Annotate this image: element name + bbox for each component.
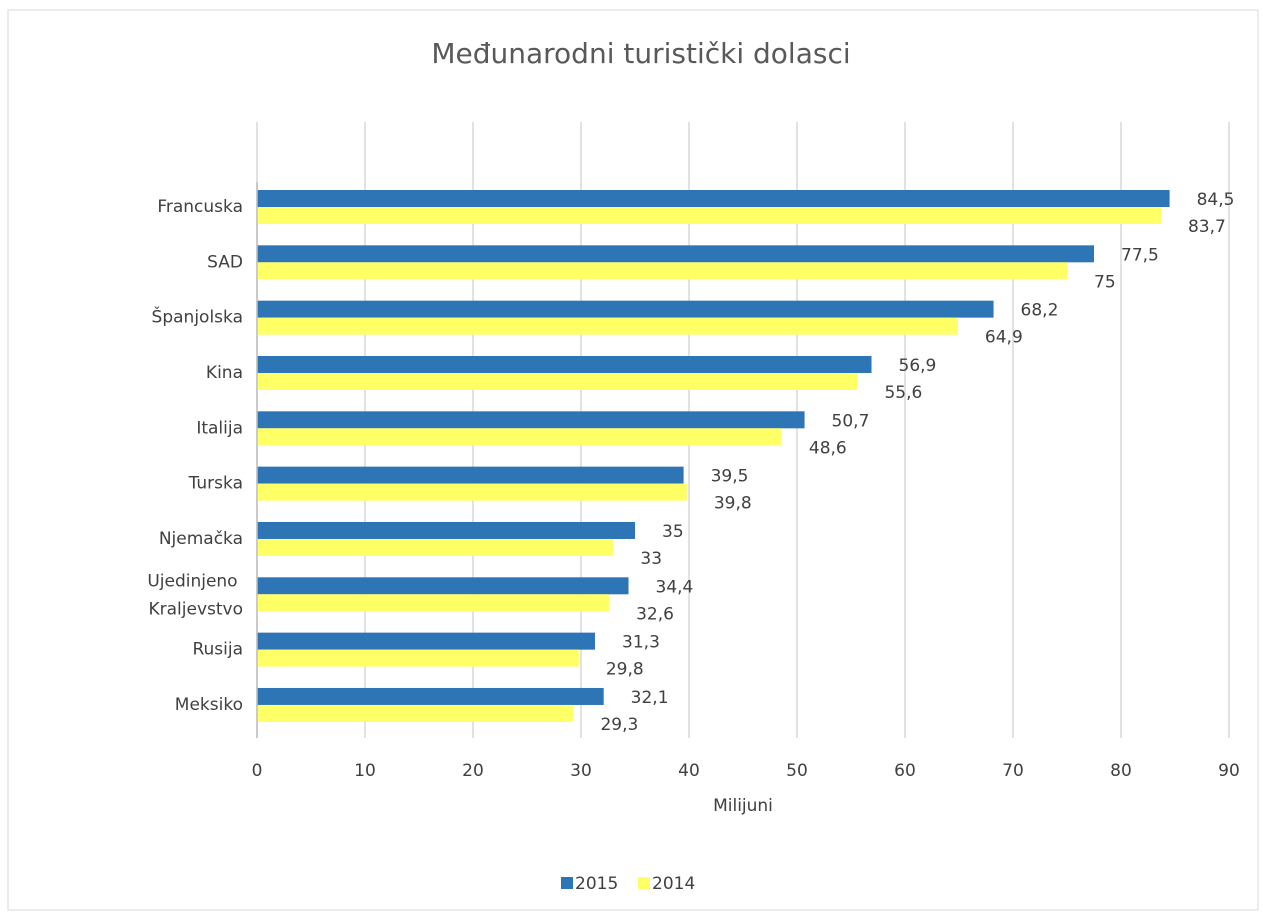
- chart-border: [7, 9, 1259, 911]
- data-label: 68,2: [1021, 301, 1059, 321]
- y-tick-label: Njemačka: [159, 529, 243, 549]
- bar: [257, 483, 687, 501]
- data-label: 50,7: [832, 411, 870, 431]
- x-tick-label: 10: [354, 761, 376, 781]
- y-tick-label: Francuska: [157, 197, 243, 217]
- data-label: 34,4: [656, 577, 694, 597]
- y-tick-label: Italija: [196, 418, 243, 438]
- legend-label: 2014: [652, 874, 695, 894]
- data-label: 83,7: [1188, 217, 1226, 237]
- x-tick-label: 20: [462, 761, 484, 781]
- x-tick-label: 70: [1002, 761, 1024, 781]
- legend-label: 2015: [575, 874, 618, 894]
- bar: [257, 466, 684, 484]
- data-label: 35: [662, 522, 684, 542]
- x-tick-label: 50: [786, 761, 808, 781]
- bar: [257, 372, 858, 390]
- data-label: 64,9: [985, 328, 1023, 348]
- bar: [257, 538, 614, 556]
- bar: [257, 355, 872, 373]
- y-tick-label: SAD: [207, 252, 243, 272]
- y-tick-label: Ujedinjeno Kraljevstvo: [147, 571, 243, 619]
- label-line: Ujedinjeno: [147, 571, 243, 591]
- x-axis-title: Milijuni: [713, 796, 773, 816]
- label-line: Kraljevstvo: [148, 599, 243, 619]
- y-tick-label: Turska: [188, 474, 243, 494]
- y-tick-label: Rusija: [192, 640, 243, 660]
- bar: [257, 411, 805, 429]
- y-tick-label: Meksiko: [175, 695, 243, 715]
- data-label: 77,5: [1121, 245, 1159, 265]
- bar: [257, 262, 1067, 280]
- data-label: 55,6: [884, 383, 922, 403]
- bar: [257, 577, 629, 595]
- data-label: 31,3: [622, 633, 660, 653]
- data-label: 48,6: [809, 438, 847, 458]
- bar: [257, 190, 1170, 207]
- bar: [257, 245, 1094, 263]
- legend-swatch: [638, 877, 650, 889]
- bar: [257, 704, 574, 722]
- legend-swatch: [561, 877, 573, 889]
- x-tick-label: 0: [252, 761, 263, 781]
- bar: [257, 649, 579, 667]
- bar: [257, 594, 610, 612]
- data-label: 33: [640, 549, 662, 569]
- bar: [257, 317, 958, 335]
- data-label: 75: [1094, 272, 1116, 292]
- x-tick-label: 30: [570, 761, 592, 781]
- x-tick-label: 60: [894, 761, 916, 781]
- x-tick-label: 40: [678, 761, 700, 781]
- bar: [257, 687, 604, 705]
- data-label: 32,6: [636, 604, 674, 624]
- data-label: 29,8: [606, 660, 644, 680]
- bar: [257, 300, 994, 318]
- bar: [257, 521, 635, 539]
- chart-title: Međunarodni turistički dolasci: [431, 37, 850, 70]
- bar: [257, 207, 1161, 224]
- bar: [257, 428, 782, 446]
- bar: [257, 632, 596, 650]
- data-label: 32,1: [631, 688, 669, 708]
- x-tick-label: 90: [1218, 761, 1240, 781]
- y-tick-label: Kina: [206, 363, 243, 383]
- data-label: 39,5: [711, 467, 749, 487]
- data-label: 84,5: [1197, 190, 1235, 210]
- data-label: 56,9: [899, 356, 937, 376]
- data-label: 39,8: [714, 494, 752, 514]
- data-label: 29,3: [600, 715, 638, 735]
- y-tick-label: Španjolska: [152, 306, 243, 328]
- x-tick-label: 80: [1110, 761, 1132, 781]
